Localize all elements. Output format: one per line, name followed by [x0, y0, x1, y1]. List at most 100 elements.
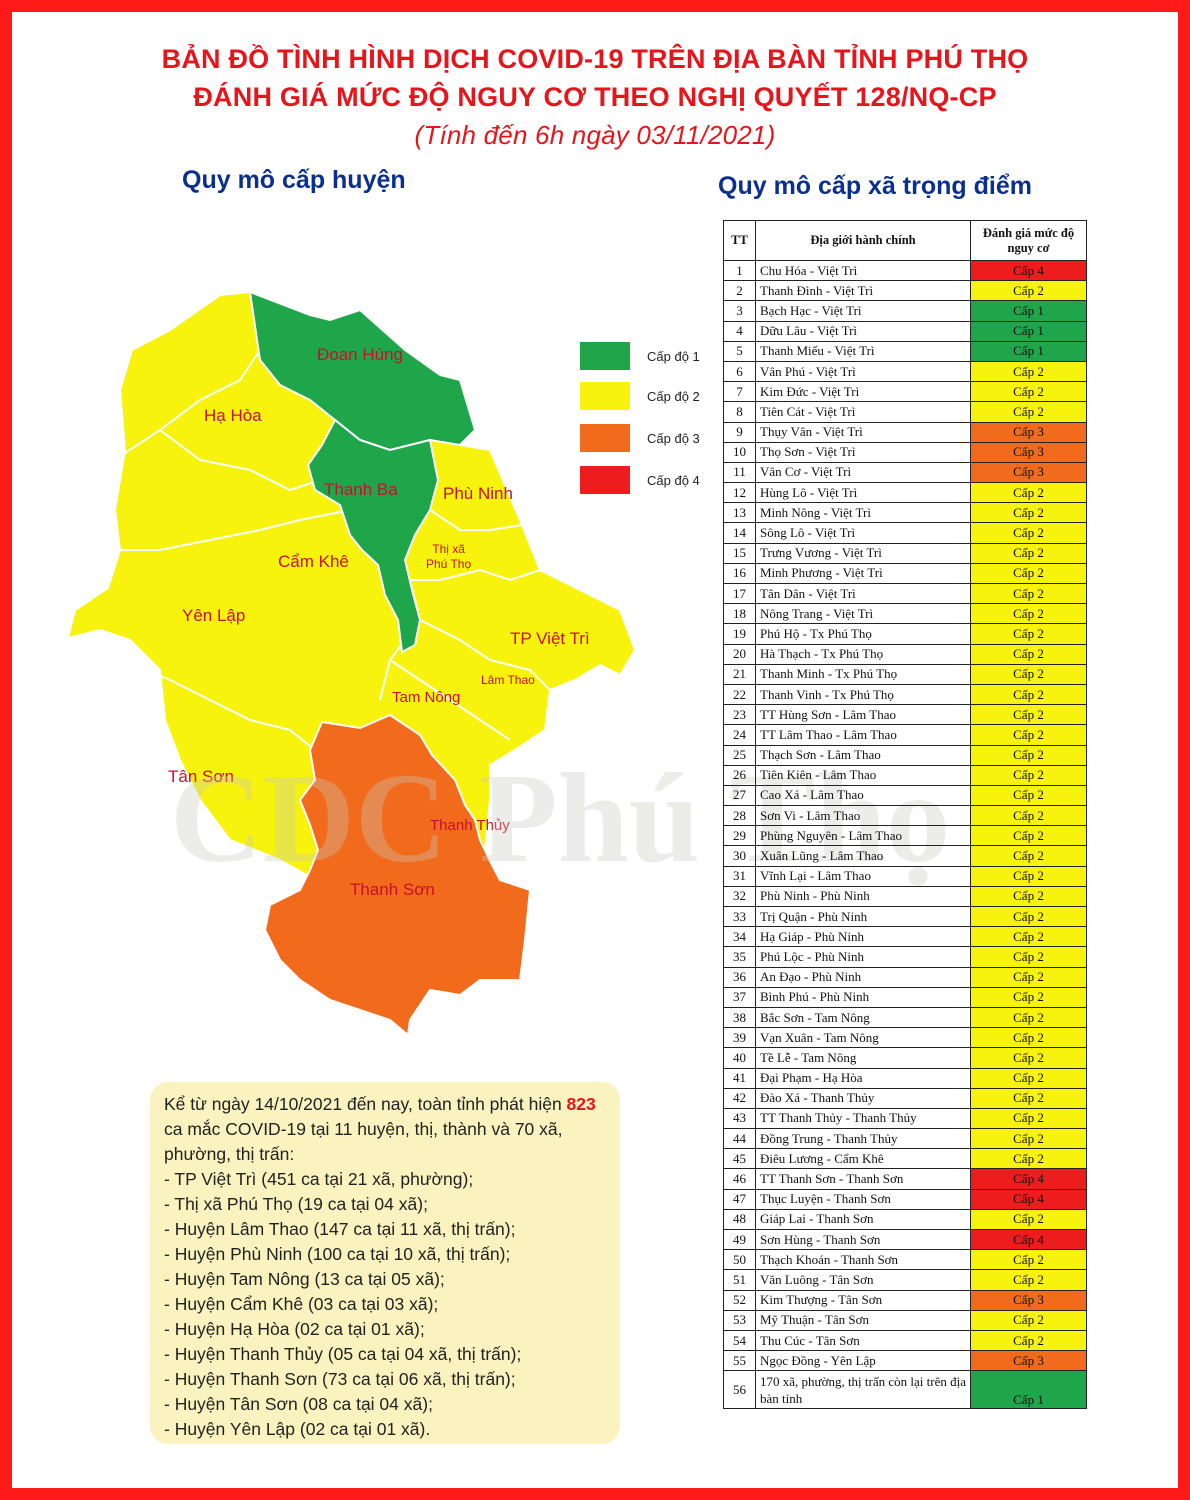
cell-admin-unit: Sơn Vi - Lâm Thao [755, 805, 971, 827]
cell-risk-level: Cấp 2 [970, 724, 1087, 746]
table-header-row: TT Địa giới hành chính Đánh giá mức độ n… [723, 220, 1087, 261]
table-row: 33 Trị Quận - Phù Ninh Cấp 2 [723, 905, 1087, 928]
cell-admin-unit: Sơn Hùng - Thanh Sơn [755, 1228, 971, 1251]
legend-swatch-level-1 [580, 342, 630, 370]
cell-tt: 34 [723, 926, 756, 948]
label-tp-viet-tri: TP Việt Trì [510, 629, 590, 648]
cell-admin-unit: Thanh Minh - Tx Phú Thọ [755, 663, 971, 685]
cell-admin-unit: Hạ Giáp - Phù Ninh [755, 926, 971, 948]
summary-item: - Huyện Thanh Sơn (73 ca tại 06 xã, thị … [164, 1369, 516, 1389]
table-row: 54 Thu Cúc - Tân Sơn Cấp 2 [723, 1329, 1087, 1352]
cell-risk-level: Cấp 1 [970, 340, 1087, 362]
label-thanh-thuy: Thanh Thủy [430, 817, 510, 834]
table-row: 14 Sông Lô - Việt Trì Cấp 2 [723, 522, 1087, 544]
cell-tt: 27 [723, 784, 756, 807]
cell-tt: 29 [723, 825, 756, 847]
cell-risk-level: Cấp 2 [970, 482, 1087, 504]
cell-risk-level: Cấp 2 [970, 905, 1087, 928]
table-row: 40 Tề Lễ - Tam Nông Cấp 2 [723, 1047, 1087, 1069]
cell-risk-level: Cấp 2 [970, 1309, 1087, 1331]
cell-tt: 33 [723, 905, 756, 928]
cell-admin-unit: Điêu Lương - Cẩm Khê [755, 1148, 971, 1170]
cell-admin-unit: Thục Luyện - Thanh Sơn [755, 1188, 971, 1210]
legend-swatch-level-4 [580, 466, 630, 494]
cell-tt: 23 [723, 704, 756, 726]
cell-risk-level: Cấp 3 [970, 1289, 1087, 1311]
cell-admin-unit: Hà Thạch - Tx Phú Thọ [755, 643, 971, 665]
cell-admin-unit: Thọ Sơn - Việt Trì [755, 441, 971, 463]
table-row: 16 Minh Phương - Việt Trì Cấp 2 [723, 562, 1087, 585]
summary-intro-pre: Kể từ ngày 14/10/2021 đến nay, toàn tỉnh… [164, 1094, 567, 1114]
cell-risk-level: Cấp 2 [970, 1006, 1087, 1029]
table-row: 28 Sơn Vi - Lâm Thao Cấp 2 [723, 805, 1087, 827]
table-row: 34 Hạ Giáp - Phù Ninh Cấp 2 [723, 926, 1087, 948]
table-row: 56 170 xã, phường, thị trấn còn lại trên … [723, 1370, 1087, 1410]
cell-tt: 43 [723, 1107, 756, 1130]
cell-risk-level: Cấp 2 [970, 764, 1087, 786]
table-row: 18 Nông Trang - Việt Trì Cấp 2 [723, 603, 1087, 625]
cell-risk-level: Cấp 2 [970, 401, 1087, 423]
cell-risk-level: Cấp 2 [970, 582, 1087, 605]
cell-admin-unit: Vĩnh Lại - Lâm Thao [755, 865, 971, 887]
district-shape-doan-hung [248, 290, 477, 452]
cell-admin-unit: Tiên Kiên - Lâm Thao [755, 764, 971, 786]
summary-box: Kể từ ngày 14/10/2021 đến nay, toàn tỉnh… [150, 1082, 620, 1444]
cell-tt: 41 [723, 1067, 756, 1089]
cell-tt: 16 [723, 562, 756, 585]
cell-risk-level: Cấp 2 [970, 704, 1087, 726]
cell-admin-unit: Tiên Cát - Việt Trì [755, 401, 971, 423]
cell-tt: 7 [723, 381, 756, 403]
cell-admin-unit: Phùng Nguyên - Lâm Thao [755, 825, 971, 847]
summary-intro-post: ca mắc COVID-19 tại 11 huyện, thị, thành… [164, 1119, 563, 1164]
table-row: 51 Văn Luông - Tân Sơn Cấp 2 [723, 1269, 1087, 1291]
cell-risk-level: Cấp 2 [970, 522, 1087, 544]
cell-admin-unit: Thanh Đình - Việt Trì [755, 280, 971, 302]
cell-risk-level: Cấp 2 [970, 825, 1087, 847]
table-row: 38 Bắc Sơn - Tam Nông Cấp 2 [723, 1006, 1087, 1029]
cell-risk-level: Cấp 3 [970, 441, 1087, 463]
table-row: 21 Thanh Minh - Tx Phú Thọ Cấp 2 [723, 663, 1087, 685]
table-row: 7 Kim Đức - Việt Trì Cấp 2 [723, 381, 1087, 403]
table-row: 39 Vạn Xuân - Tam Nông Cấp 2 [723, 1027, 1087, 1049]
cell-admin-unit: Minh Nông - Việt Trì [755, 502, 971, 524]
table-row: 9 Thụy Vân - Việt Trì Cấp 3 [723, 421, 1087, 443]
cell-tt: 48 [723, 1208, 756, 1231]
table-row: 44 Đồng Trung - Thanh Thủy Cấp 2 [723, 1128, 1087, 1150]
cell-risk-level: Cấp 2 [970, 623, 1087, 645]
cell-tt: 55 [723, 1350, 756, 1372]
cell-risk-level: Cấp 1 [970, 1370, 1087, 1410]
table-row: 24 TT Lâm Thao - Lâm Thao Cấp 2 [723, 724, 1087, 746]
legend-item-level-1: Cấp độ 1 [580, 342, 780, 372]
table-row: 42 Đào Xá - Thanh Thủy Cấp 2 [723, 1087, 1087, 1109]
cell-admin-unit: Văn Luông - Tân Sơn [755, 1269, 971, 1291]
cell-tt: 6 [723, 360, 756, 383]
label-tam-nong: Tam Nông [392, 689, 461, 706]
label-thi-xa-phu-tho: Thị xã Phú Thọ [426, 542, 472, 571]
cell-admin-unit: Hùng Lô - Việt Trì [755, 482, 971, 504]
cell-admin-unit: Kim Thượng - Tân Sơn [755, 1289, 971, 1311]
cell-admin-unit: Trị Quận - Phù Ninh [755, 905, 971, 928]
cell-risk-level: Cấp 2 [970, 966, 1087, 988]
cell-tt: 54 [723, 1329, 756, 1352]
table-row: 53 Mỹ Thuận - Tân Sơn Cấp 2 [723, 1309, 1087, 1331]
cell-risk-level: Cấp 2 [970, 603, 1087, 625]
cell-risk-level: Cấp 2 [970, 562, 1087, 585]
legend-item-level-3: Cấp độ 3 [580, 424, 780, 454]
district-section-title: Quy mô cấp huyện [182, 166, 406, 194]
cell-tt: 37 [723, 986, 756, 1008]
cell-admin-unit: Thanh Miếu - Việt Trì [755, 340, 971, 362]
cell-risk-level: Cấp 2 [970, 360, 1087, 383]
province-map: Đoan Hùng Hạ Hòa Thanh Ba Phù Ninh Cẩm K… [60, 280, 660, 1050]
summary-item: - TP Việt Trì (451 ca tại 21 xã, phường)… [164, 1169, 474, 1189]
cell-tt: 49 [723, 1228, 756, 1251]
label-ha-hoa: Hạ Hòa [204, 406, 262, 425]
cell-tt: 52 [723, 1289, 756, 1311]
cell-tt: 1 [723, 259, 756, 282]
legend-label-level-2: Cấp độ 2 [647, 389, 700, 404]
table-row: 15 Trưng Vương - Việt Trì Cấp 2 [723, 542, 1087, 564]
district-map-svg [66, 290, 637, 1037]
cell-risk-level: Cấp 2 [970, 1087, 1087, 1109]
summary-item: - Huyện Hạ Hòa (02 ca tại 01 xã); [164, 1319, 425, 1339]
cell-risk-level: Cấp 4 [970, 259, 1087, 282]
cell-risk-level: Cấp 2 [970, 1329, 1087, 1352]
